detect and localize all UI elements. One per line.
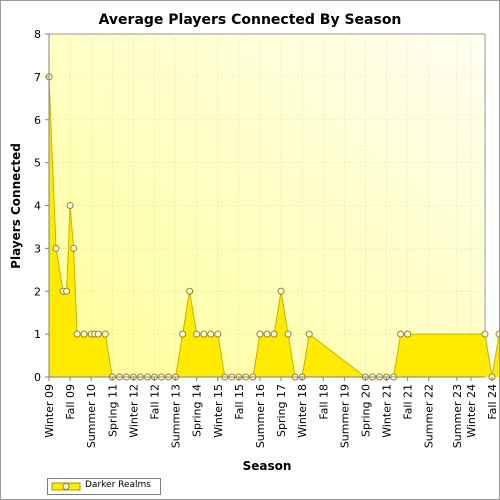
y-tick-labels: 0 1 2 3 4 5 6 7 8 xyxy=(34,28,41,384)
x-tick-label: Fall 21 xyxy=(402,384,415,420)
y-tick-label: 6 xyxy=(34,114,41,127)
x-tick-label: Summer 23 xyxy=(451,384,464,448)
x-tick-label: Winter 15 xyxy=(212,384,225,438)
data-point xyxy=(305,330,313,338)
x-tick-label: Winter 09 xyxy=(43,384,56,438)
x-tick-label: Summer 19 xyxy=(338,384,351,448)
data-point xyxy=(186,287,194,295)
data-point xyxy=(101,330,109,338)
data-point xyxy=(214,330,222,338)
data-point xyxy=(284,330,292,338)
x-tick-label: Spring 17 xyxy=(275,384,288,437)
data-point xyxy=(256,330,264,338)
y-axis-label: Players Connected xyxy=(9,143,23,269)
data-point xyxy=(70,244,78,252)
x-tick-label: Winter 21 xyxy=(381,384,394,438)
y-tick-label: 4 xyxy=(34,200,41,213)
x-tick-label: Spring 20 xyxy=(359,384,372,437)
axes xyxy=(45,33,493,381)
chart-title: Average Players Connected By Season xyxy=(99,12,402,28)
data-point xyxy=(73,330,81,338)
x-tick-label: Fall 09 xyxy=(64,384,77,420)
x-tick-label: Fall 12 xyxy=(148,384,161,420)
x-tick-label: Winter 18 xyxy=(296,384,309,438)
plot-area xyxy=(48,33,486,378)
data-point xyxy=(277,287,285,295)
legend-label: Darker Realms xyxy=(85,480,151,490)
x-tick-label: Spring 11 xyxy=(106,384,119,437)
legend: Darker Realms xyxy=(47,478,161,495)
x-tick-label: Fall 18 xyxy=(317,384,330,420)
x-tick-label: Summer 22 xyxy=(423,384,436,448)
data-point xyxy=(404,330,412,338)
data-point xyxy=(80,330,88,338)
data-point xyxy=(63,287,71,295)
data-point xyxy=(397,330,405,338)
y-tick-label: 2 xyxy=(34,285,41,298)
y-tick-label: 8 xyxy=(34,28,41,41)
data-point xyxy=(481,330,489,338)
data-point xyxy=(94,330,102,338)
y-tick-label: 1 xyxy=(34,328,41,341)
series-area-fill xyxy=(49,76,499,377)
x-tick-label: Summer 16 xyxy=(254,384,267,448)
x-axis-label: Season xyxy=(243,459,292,473)
x-tick-label: Fall 15 xyxy=(233,384,246,420)
legend-swatch xyxy=(51,482,81,491)
x-tick-label: Summer 10 xyxy=(85,384,98,448)
y-tick-label: 7 xyxy=(34,71,41,84)
data-point xyxy=(263,330,271,338)
x-tick-label: Winter 12 xyxy=(127,384,140,438)
data-point xyxy=(207,330,215,338)
x-tick-label: Spring 14 xyxy=(191,384,204,437)
x-tick-label: Fall 24 xyxy=(486,384,499,420)
data-point xyxy=(270,330,278,338)
data-point xyxy=(66,202,74,209)
data-point xyxy=(52,244,60,252)
x-tick-labels: Winter 09 Fall 09 Summer 10 Spring 11 Winter… xyxy=(43,384,499,448)
data-point xyxy=(200,330,208,338)
y-tick-label: 0 xyxy=(34,371,41,384)
y-tick-label: 5 xyxy=(34,157,41,170)
data-point xyxy=(193,330,201,338)
data-point xyxy=(495,330,499,338)
grid-lines xyxy=(48,34,493,377)
x-tick-label: Winter 24 xyxy=(465,384,478,438)
x-tick-label: Summer 13 xyxy=(170,384,183,448)
y-tick-label: 3 xyxy=(34,242,41,255)
data-point xyxy=(179,330,187,338)
